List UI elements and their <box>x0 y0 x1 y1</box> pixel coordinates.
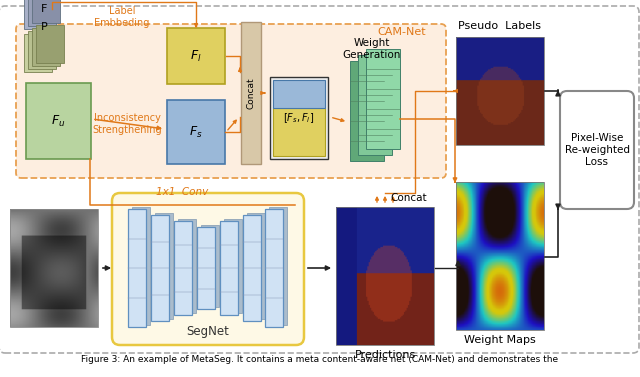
Bar <box>178 219 196 313</box>
Bar <box>32 28 60 66</box>
Bar <box>197 227 215 309</box>
Text: $F_u$: $F_u$ <box>51 113 66 129</box>
Bar <box>28 0 56 26</box>
Bar <box>366 49 400 149</box>
Bar <box>241 22 261 164</box>
FancyBboxPatch shape <box>112 193 304 345</box>
Bar <box>10 209 98 327</box>
Text: Concat: Concat <box>246 77 255 109</box>
FancyBboxPatch shape <box>560 91 634 209</box>
Bar <box>132 207 150 325</box>
Bar <box>28 31 56 69</box>
Bar <box>128 209 146 327</box>
Bar <box>358 55 392 155</box>
FancyBboxPatch shape <box>0 6 639 353</box>
Text: 1x1  Conv: 1x1 Conv <box>156 187 208 197</box>
Bar <box>270 77 328 159</box>
Bar <box>247 213 265 319</box>
Bar <box>273 108 325 156</box>
Bar <box>174 221 192 315</box>
FancyBboxPatch shape <box>16 24 446 178</box>
Bar <box>350 61 384 161</box>
Bar <box>24 34 52 72</box>
Text: Predictions: Predictions <box>355 350 415 360</box>
Text: F: F <box>41 4 47 14</box>
Bar <box>151 215 169 321</box>
Bar <box>269 207 287 325</box>
Text: $F_l$: $F_l$ <box>190 49 202 64</box>
Bar <box>265 209 283 327</box>
Text: $F_s$: $F_s$ <box>189 124 203 139</box>
Bar <box>167 28 225 84</box>
Text: Weight
Generation: Weight Generation <box>343 38 401 60</box>
Text: Figure 3: An example of MetaSeg. It contains a meta content-aware net (CAM-Net) : Figure 3: An example of MetaSeg. It cont… <box>81 356 559 365</box>
Bar <box>32 0 60 23</box>
Text: Concat: Concat <box>390 193 428 203</box>
Bar <box>220 221 238 315</box>
Bar <box>243 215 261 321</box>
Text: Pixel-Wise
Re-weighted
Loss: Pixel-Wise Re-weighted Loss <box>564 133 630 167</box>
Text: P: P <box>40 22 47 32</box>
Bar <box>201 225 219 307</box>
Text: CAM-Net: CAM-Net <box>378 27 426 37</box>
Bar <box>456 37 544 145</box>
Bar <box>155 213 173 319</box>
Text: Weight Maps: Weight Maps <box>464 335 536 345</box>
Text: Pseudo  Labels: Pseudo Labels <box>458 21 541 31</box>
Bar <box>26 83 91 159</box>
Bar <box>273 80 325 108</box>
Bar <box>456 182 544 330</box>
Text: $[F_s, F_l]$: $[F_s, F_l]$ <box>284 111 314 125</box>
Text: Inconsistency
Strengthening: Inconsistency Strengthening <box>92 113 162 135</box>
Bar <box>224 219 242 313</box>
Text: SegNet: SegNet <box>187 325 229 339</box>
Bar <box>336 207 434 345</box>
Text: Label
Embbeding: Label Embbeding <box>94 6 150 28</box>
Bar <box>24 0 52 29</box>
Bar <box>36 25 64 63</box>
Bar <box>167 100 225 164</box>
